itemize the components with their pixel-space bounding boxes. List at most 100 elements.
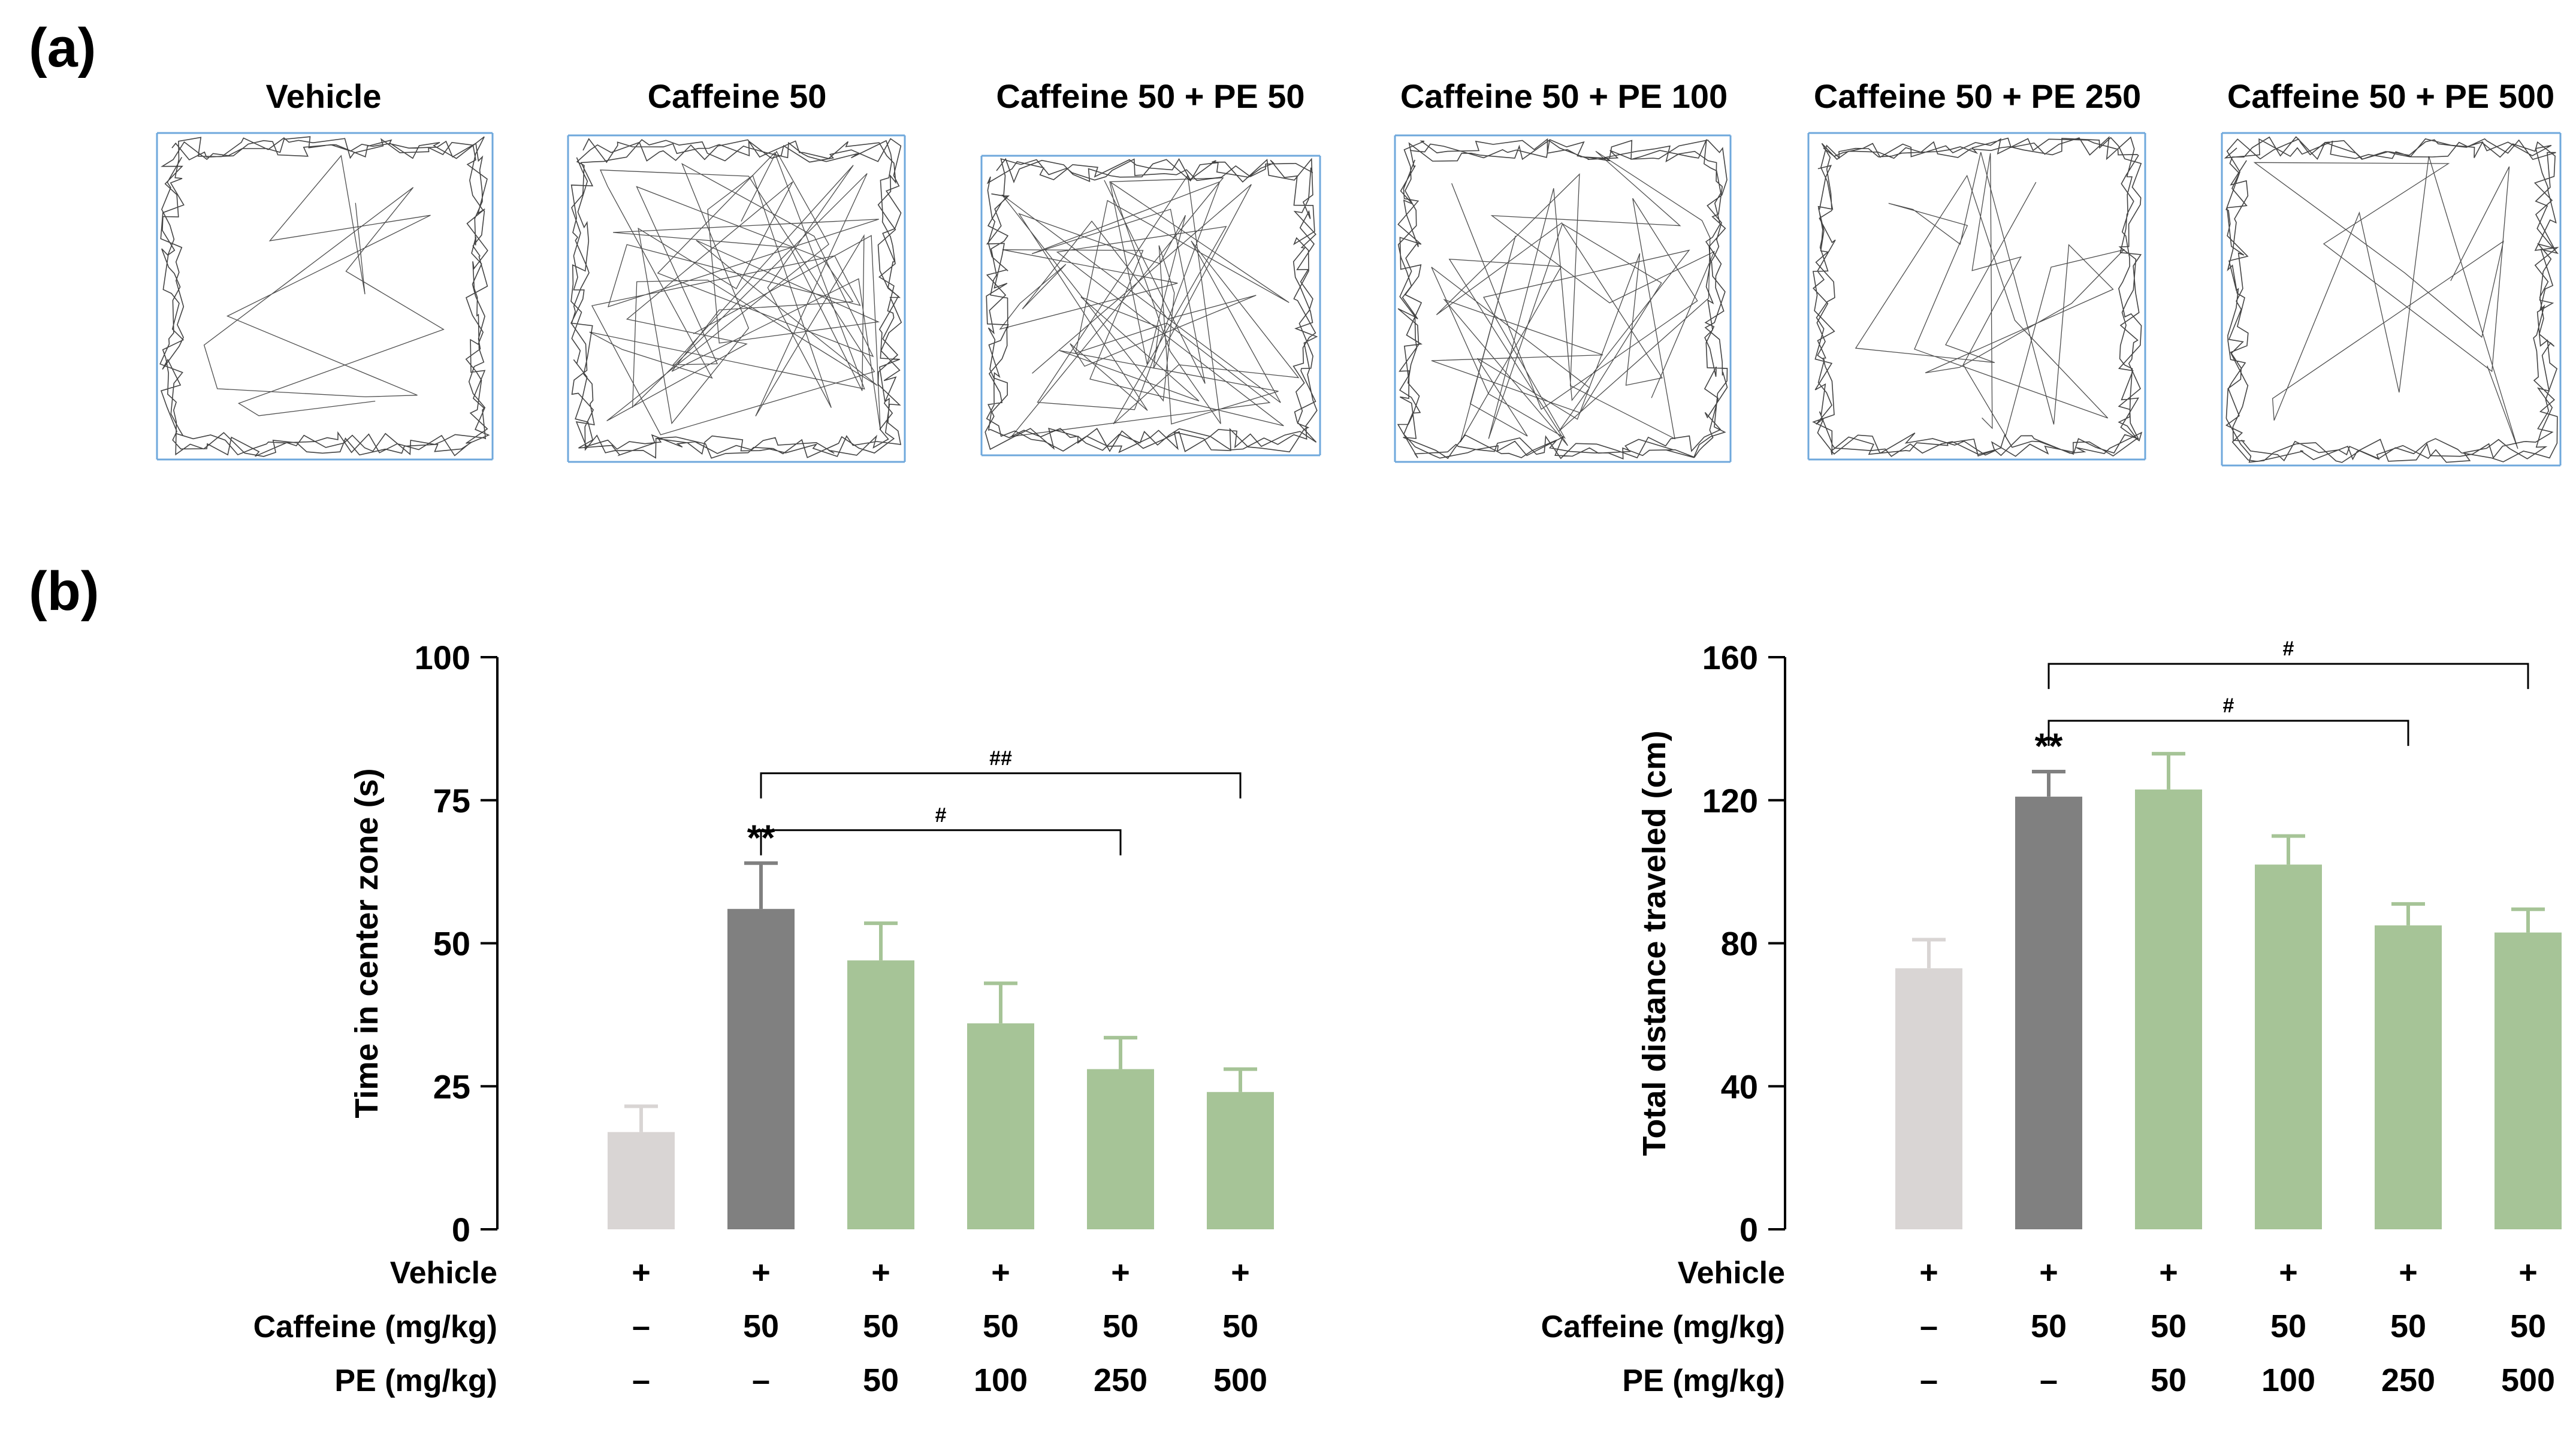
comparison-bracket <box>760 829 1122 855</box>
bracket-label: # <box>2223 694 2234 717</box>
treatment-cell: + <box>2039 1254 2058 1290</box>
treatment-row-label: Vehicle <box>1678 1256 1785 1290</box>
treatment-cell: + <box>2159 1254 2178 1290</box>
treatment-cell: + <box>1111 1254 1130 1290</box>
bar-4 <box>2375 925 2442 1229</box>
bracket-label: # <box>2283 637 2294 660</box>
track-box-1 <box>567 134 906 463</box>
treatment-cell: 50 <box>2151 1308 2187 1344</box>
treatment-cell: + <box>2518 1254 2538 1290</box>
treatment-cell: 100 <box>2261 1362 2315 1398</box>
y-tick-label: 120 <box>1702 782 1758 820</box>
track-box-4 <box>1807 132 2146 461</box>
bar-1 <box>2015 796 2082 1229</box>
track-path-perimeter <box>985 158 1318 454</box>
bar-5 <box>2495 932 2562 1229</box>
treatment-cell: – <box>632 1362 650 1398</box>
bar-2 <box>847 960 914 1229</box>
track-path-center <box>999 174 1300 437</box>
treatment-cell: 50 <box>1103 1308 1138 1344</box>
treatment-cell: 250 <box>2381 1362 2435 1398</box>
y-tick-label: 75 <box>433 782 470 820</box>
track-title-caffeine-pe-250: Caffeine 50 + PE 250 <box>1813 77 2142 115</box>
treatment-cell: – <box>632 1308 650 1344</box>
track-title-vehicle: Vehicle <box>265 77 382 115</box>
treatment-cell: + <box>2279 1254 2298 1290</box>
track-box-0 <box>156 132 494 461</box>
y-tick-label: 0 <box>1740 1211 1758 1248</box>
track-path-center <box>1431 150 1715 446</box>
bar-3 <box>967 1023 1034 1229</box>
treatment-cell: + <box>871 1254 890 1290</box>
treatment-cell: 50 <box>2031 1308 2067 1344</box>
treatment-row-label: PE (mg/kg) <box>1622 1364 1785 1398</box>
treatment-row-label: Caffeine (mg/kg) <box>1541 1310 1785 1344</box>
treatment-cell: – <box>1920 1362 1938 1398</box>
comparison-bracket <box>2047 663 2529 690</box>
treatment-cell: 50 <box>2510 1308 2546 1344</box>
treatment-cell: – <box>752 1362 770 1398</box>
track-path-center <box>1855 152 2125 437</box>
treatment-cell: – <box>1920 1308 1938 1344</box>
track-path-perimeter <box>1812 136 2143 457</box>
track-path-perimeter <box>1397 138 1728 459</box>
treatment-row-label: Caffeine (mg/kg) <box>253 1310 497 1344</box>
track-path-center <box>203 155 445 416</box>
y-tick-label: 100 <box>415 639 470 676</box>
treatment-cell: 50 <box>2151 1362 2187 1398</box>
treatment-cell: 100 <box>974 1362 1028 1398</box>
y-tick-label: 0 <box>452 1211 470 1248</box>
track-box-2 <box>980 155 1321 456</box>
treatment-cell: 250 <box>1094 1362 1147 1398</box>
bar-2 <box>2135 789 2202 1229</box>
bar-1 <box>727 909 795 1229</box>
treatment-cell: 50 <box>983 1308 1019 1344</box>
treatment-cell: + <box>2399 1254 2418 1290</box>
treatment-cell: 500 <box>1213 1362 1267 1398</box>
track-box-3 <box>1394 134 1732 463</box>
y-tick-label: 160 <box>1702 639 1758 676</box>
panel-a-label: (a) <box>29 17 96 78</box>
treatment-row-label: PE (mg/kg) <box>334 1364 497 1398</box>
bar-3 <box>2255 864 2322 1229</box>
treatment-cell: + <box>632 1254 651 1290</box>
track-title-caffeine-pe-50: Caffeine 50 + PE 50 <box>996 77 1305 115</box>
y-tick-label: 50 <box>433 925 470 963</box>
track-title-caffeine-pe-500: Caffeine 50 + PE 500 <box>2227 77 2555 115</box>
treatment-cell: – <box>2040 1362 2058 1398</box>
panel-b-label: (b) <box>29 561 99 622</box>
treatment-cell: + <box>1919 1254 1938 1290</box>
track-title-caffeine-pe-100: Caffeine 50 + PE 100 <box>1400 77 1728 115</box>
track-path-center <box>589 150 881 436</box>
treatment-cell: 500 <box>2501 1362 2555 1398</box>
bracket-label: ## <box>989 747 1012 770</box>
treatment-cell: 50 <box>2270 1308 2306 1344</box>
treatment-cell: 50 <box>1222 1308 1258 1344</box>
treatment-cell: 50 <box>2390 1308 2426 1344</box>
treatment-row-label: Vehicle <box>390 1256 497 1290</box>
treatment-cell: 50 <box>863 1308 899 1344</box>
track-title-caffeine-50: Caffeine 50 <box>647 77 827 115</box>
treatment-cell: + <box>991 1254 1010 1290</box>
y-tick-label: 25 <box>433 1068 470 1105</box>
bar-5 <box>1207 1092 1274 1229</box>
y-axis-label: Time in center zone (s) <box>349 768 385 1118</box>
y-tick-label: 80 <box>1721 925 1758 963</box>
y-axis-label: Total distance traveled (cm) <box>1636 730 1672 1156</box>
bar-0 <box>608 1132 675 1229</box>
track-path-perimeter <box>570 138 902 459</box>
track-box-5 <box>2221 132 2562 467</box>
track-path-perimeter <box>159 136 490 457</box>
bar-0 <box>1895 968 1962 1229</box>
track-path-center <box>2253 156 2518 449</box>
comparison-bracket <box>760 772 1242 799</box>
track-path-perimeter <box>2224 136 2559 463</box>
treatment-cell: 50 <box>863 1362 899 1398</box>
treatment-cell: + <box>751 1254 771 1290</box>
y-tick-label: 40 <box>1721 1068 1758 1105</box>
bracket-label: # <box>935 804 947 827</box>
treatment-cell: + <box>1231 1254 1250 1290</box>
open-field-tracks <box>156 132 2562 467</box>
